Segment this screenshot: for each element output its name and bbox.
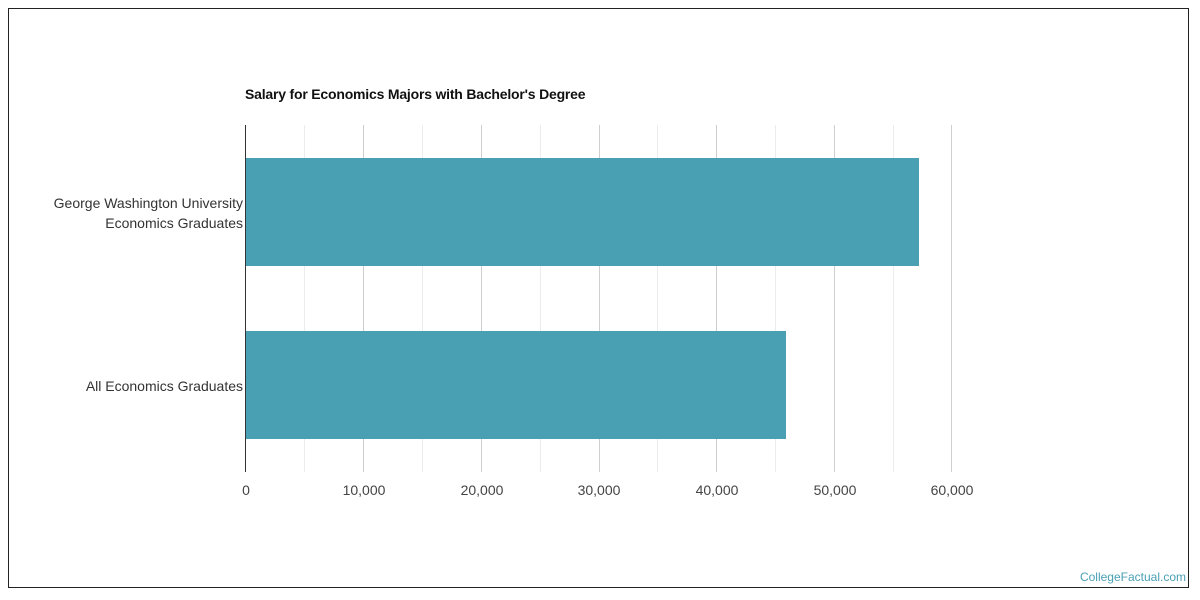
bar-all-economics[interactable] bbox=[246, 331, 786, 439]
gridline-minor bbox=[304, 125, 305, 472]
x-tick-label: 40,000 bbox=[695, 482, 739, 498]
gridline bbox=[951, 125, 952, 472]
x-tick-label: 50,000 bbox=[813, 482, 857, 498]
x-tick-label: 10,000 bbox=[342, 482, 386, 498]
credit-link[interactable]: CollegeFactual.com bbox=[1079, 570, 1186, 584]
bar-gwu-economics[interactable] bbox=[246, 158, 919, 266]
y-axis-line bbox=[245, 125, 246, 472]
gridline bbox=[599, 125, 600, 472]
category-label-line: All Economics Graduates bbox=[85, 378, 243, 394]
gridline bbox=[363, 125, 364, 472]
category-label-line: Economics Graduates bbox=[105, 215, 243, 231]
x-tick-label: 30,000 bbox=[577, 482, 621, 498]
gridline-minor bbox=[893, 125, 894, 472]
gridline-minor bbox=[422, 125, 423, 472]
gridline bbox=[716, 125, 717, 472]
x-tick-label: 0 bbox=[242, 482, 250, 498]
category-label-line: George Washington University bbox=[53, 195, 243, 211]
gridline-minor bbox=[657, 125, 658, 472]
gridline bbox=[834, 125, 835, 472]
x-tick-label: 20,000 bbox=[460, 482, 504, 498]
category-label-all: All Economics Graduates bbox=[86, 376, 243, 396]
chart-frame bbox=[8, 8, 1189, 588]
gridline bbox=[481, 125, 482, 472]
category-label-gwu: George Washington University Economics G… bbox=[54, 193, 243, 233]
plot-area bbox=[245, 125, 952, 472]
chart-title: Salary for Economics Majors with Bachelo… bbox=[245, 86, 586, 102]
x-tick-label: 60,000 bbox=[930, 482, 974, 498]
gridline-minor bbox=[775, 125, 776, 472]
gridline-minor bbox=[540, 125, 541, 472]
